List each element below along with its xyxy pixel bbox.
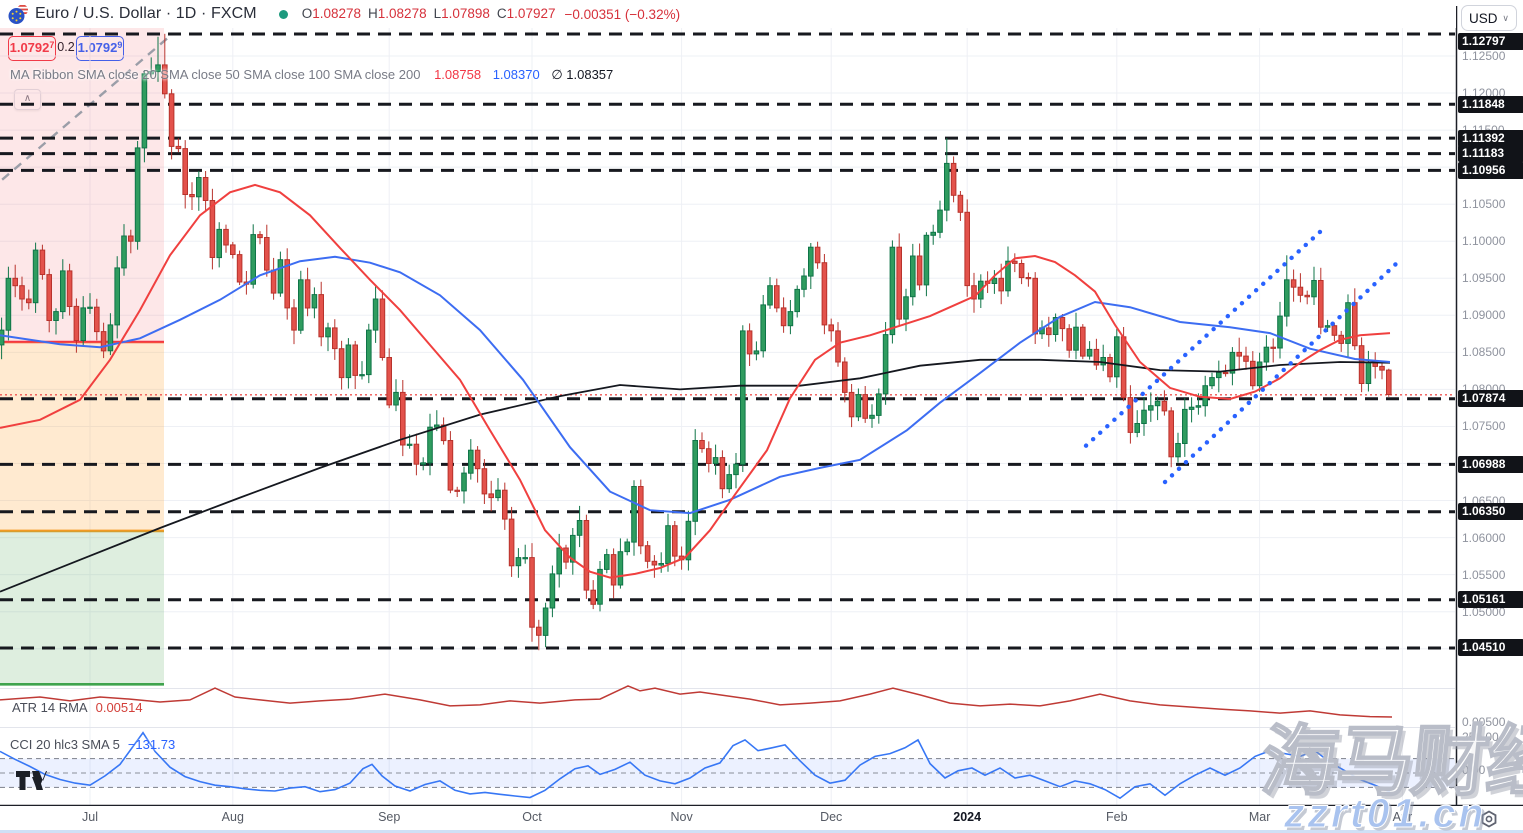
cci-value: −131.73 bbox=[127, 737, 176, 752]
month-label-aug: Aug bbox=[221, 810, 244, 824]
price-scale-label: 1.05000 bbox=[1462, 604, 1506, 619]
market-status-icon[interactable] bbox=[278, 9, 288, 19]
ohlc-o-value: O1.08278 bbox=[301, 6, 362, 21]
time-axis[interactable]: Jul Aug Sep Oct Nov Dec 2024 Feb Mar Apr bbox=[0, 806, 1523, 830]
month-label-oct: Oct bbox=[522, 810, 542, 824]
month-label-sep: Sep bbox=[378, 810, 401, 824]
atr-label: ATR 14 RMA bbox=[12, 700, 88, 715]
symbol-icon bbox=[8, 4, 29, 25]
ohlc-values: O1.08278 H1.08278 L1.07898 C1.07927 bbox=[302, 5, 563, 23]
price-scale-label: 1.09500 bbox=[1462, 271, 1506, 286]
price-scale-label: 1.10000 bbox=[1462, 234, 1506, 249]
ohlc-h-value: H1.08278 bbox=[368, 6, 427, 21]
month-label-mar: Mar bbox=[1248, 810, 1271, 824]
collapse-panel-button[interactable]: ∧ bbox=[14, 89, 41, 110]
cci-label: CCI 20 hlc3 SMA 5 bbox=[10, 737, 120, 752]
indicator-scale-label: 0.00500 bbox=[1462, 715, 1506, 729]
price-scale[interactable]: USD ∨ 1.125001.120001.115001.105001.1000… bbox=[1457, 0, 1523, 833]
chart-header: Euro / U.S. Dollar · 1D · FXCM O1.08278 H… bbox=[0, 0, 1456, 28]
tradingview-logo[interactable] bbox=[15, 770, 47, 792]
cci-legend[interactable]: CCI 20 hlc3 SMA 5 −131.73 bbox=[10, 737, 175, 752]
ohlc-c-value: C1.07927 bbox=[496, 6, 556, 21]
level-price-chip: 1.04510 bbox=[1458, 639, 1523, 657]
price-scale-label: 1.08500 bbox=[1462, 345, 1506, 360]
month-label-dec: Dec bbox=[820, 810, 843, 824]
price-scale-label: 1.07500 bbox=[1462, 419, 1506, 434]
ma-ribbon-legend[interactable]: MA Ribbon SMA close 20 SMA close 50 SMA … bbox=[10, 67, 613, 83]
month-label-feb: Feb bbox=[1106, 810, 1128, 824]
price-scale-label: 1.05500 bbox=[1462, 567, 1506, 582]
sma-average-value: ∅ 1.08357 bbox=[551, 67, 614, 82]
sma20-value: 1.08758 bbox=[434, 67, 482, 82]
month-label-apr: Apr bbox=[1392, 810, 1413, 824]
price-scale-label: 1.10500 bbox=[1462, 197, 1506, 212]
level-price-chip: 1.05161 bbox=[1458, 591, 1523, 609]
ohlc-l-value: L1.07898 bbox=[433, 6, 490, 21]
spread-label: 0.2 bbox=[55, 40, 77, 54]
level-price-chip: 1.11183 bbox=[1458, 145, 1523, 163]
sma50-value: 1.08370 bbox=[492, 67, 540, 82]
sell-price-button[interactable]: 1.07927 bbox=[8, 36, 56, 61]
change-value: −0.00351 (−0.32%) bbox=[564, 6, 681, 22]
chevron-up-icon: ∧ bbox=[24, 93, 31, 104]
symbol-title[interactable]: Euro / U.S. Dollar · 1D · FXCM bbox=[35, 5, 257, 22]
indicator-scale-label: 0.00 bbox=[1462, 763, 1486, 777]
level-price-chip: 1.11848 bbox=[1458, 95, 1523, 113]
currency-label: USD bbox=[1469, 10, 1498, 26]
ma-ribbon-title: MA Ribbon SMA close 20 SMA close 50 SMA … bbox=[10, 67, 421, 82]
settings-gear-icon[interactable] bbox=[1480, 810, 1498, 828]
level-price-chip: 1.06988 bbox=[1458, 455, 1523, 473]
level-price-chip: 1.11392 bbox=[1458, 129, 1523, 147]
level-price-chip: 1.10956 bbox=[1458, 161, 1523, 179]
price-scale-label: 1.12500 bbox=[1462, 49, 1506, 63]
currency-dropdown[interactable]: USD ∨ bbox=[1461, 5, 1517, 31]
month-label-jul: Jul bbox=[82, 810, 98, 824]
atr-value: 0.00514 bbox=[95, 700, 143, 715]
indicator-scale-label: 250.00 bbox=[1462, 730, 1499, 744]
level-price-chip: 1.06350 bbox=[1458, 503, 1523, 521]
buy-price-button[interactable]: 1.07929 bbox=[76, 36, 124, 61]
month-label-2024: 2024 bbox=[953, 810, 982, 824]
chevron-down-icon: ∨ bbox=[1502, 12, 1509, 23]
month-label-nov: Nov bbox=[670, 810, 693, 824]
level-price-chip: 1.12797 bbox=[1458, 33, 1523, 50]
price-scale-label: 1.09000 bbox=[1462, 308, 1506, 323]
level-price-chip: 1.07874 bbox=[1458, 390, 1523, 408]
price-scale-label: 1.06000 bbox=[1462, 530, 1506, 545]
atr-legend[interactable]: ATR 14 RMA 0.00514 bbox=[12, 700, 143, 715]
